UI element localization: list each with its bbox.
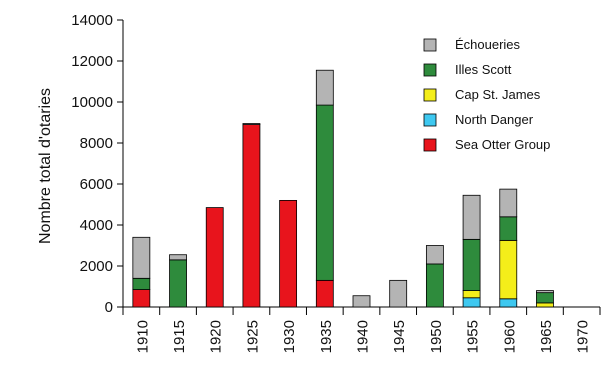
bar-segment xyxy=(425,263,444,308)
bar-segment xyxy=(536,302,554,308)
x-tick-label: 1920 xyxy=(208,320,225,353)
bar-segment xyxy=(242,123,261,125)
bar-segment xyxy=(499,298,518,308)
bar-segment xyxy=(499,188,518,218)
legend: Échoueries Illes Scott Cap St. James North … xyxy=(423,37,550,152)
x-tick-label: 1955 xyxy=(465,320,482,353)
bar-segment xyxy=(536,290,554,294)
bar-segment xyxy=(132,289,151,308)
bar-segment xyxy=(499,216,518,241)
x-tick-label: 1965 xyxy=(538,320,555,353)
bar-segment xyxy=(425,245,444,265)
y-tick-label: 8000 xyxy=(80,135,113,152)
legend-label: North Danger xyxy=(455,112,534,127)
y-tick-label: 2000 xyxy=(80,258,113,275)
bar-segment xyxy=(132,277,151,290)
y-tick-label: 14000 xyxy=(71,12,113,29)
bar-segment xyxy=(462,194,481,240)
bar-segment xyxy=(132,236,151,279)
legend-label: Cap St. James xyxy=(455,87,541,102)
y-tick-label: 6000 xyxy=(80,176,113,193)
bar-segment xyxy=(242,124,261,308)
bar-segment xyxy=(389,279,408,308)
legend-swatch xyxy=(423,88,437,102)
x-tick-label: 1945 xyxy=(391,320,408,353)
legend-label: Sea Otter Group xyxy=(455,137,550,152)
bar-segment xyxy=(462,290,481,299)
legend-swatch xyxy=(423,63,437,77)
x-tick-label: 1970 xyxy=(575,320,592,353)
bar-segment xyxy=(169,254,187,261)
bar-segment xyxy=(315,279,334,308)
y-tick-label: 4000 xyxy=(80,217,113,234)
x-tick-label: 1910 xyxy=(134,320,151,353)
x-tick-label: 1960 xyxy=(501,320,518,353)
x-tick-label: 1930 xyxy=(281,320,298,353)
bar-segment xyxy=(536,292,554,304)
bar-segment xyxy=(352,295,371,308)
y-axis-label: Nombre total d'otaries xyxy=(37,88,54,244)
bar-segment xyxy=(315,104,334,281)
bar-segment xyxy=(462,297,481,308)
legend-swatch xyxy=(423,113,437,127)
y-tick-label: 10000 xyxy=(71,94,113,111)
x-tick-label: 1925 xyxy=(244,320,261,353)
x-tick-label: 1935 xyxy=(318,320,335,353)
y-tick-label: 0 xyxy=(105,299,113,316)
legend-swatch xyxy=(423,38,437,52)
x-tick-label: 1940 xyxy=(355,320,372,353)
y-tick-label: 12000 xyxy=(71,53,113,70)
bar-segment xyxy=(205,207,224,308)
x-tick-label: 1950 xyxy=(428,320,445,353)
legend-swatch xyxy=(423,138,437,152)
x-tick-label: 1915 xyxy=(171,320,188,353)
bar-segment xyxy=(315,69,334,106)
bar-segment xyxy=(169,259,187,308)
legend-label: Illes Scott xyxy=(455,62,512,77)
bar-segment xyxy=(499,239,518,300)
legend-label: Échoueries xyxy=(455,37,521,52)
plot-area: 0 2000 4000 6000 8000 10000 12000 14000 1910 1915… xyxy=(71,12,601,353)
bar-segment xyxy=(462,238,481,292)
bar-segment xyxy=(279,199,298,308)
